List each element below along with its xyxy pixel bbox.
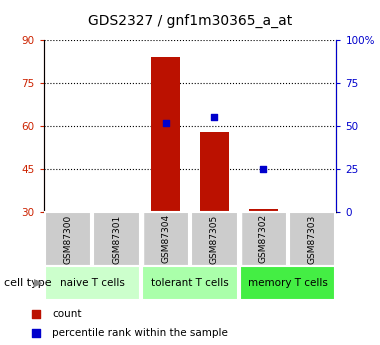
Text: tolerant T cells: tolerant T cells (151, 278, 229, 288)
Text: GSM87302: GSM87302 (259, 214, 268, 264)
Bar (240, 212, 287, 266)
Point (260, 166, 266, 172)
Point (211, 115, 217, 120)
Bar (142, 212, 189, 266)
Bar (151, 57, 180, 212)
Bar (142, 266, 238, 300)
Bar (288, 212, 335, 266)
Text: percentile rank within the sample: percentile rank within the sample (52, 328, 228, 338)
Text: GSM87304: GSM87304 (161, 214, 170, 264)
Text: ▶: ▶ (34, 278, 42, 288)
Bar (249, 209, 278, 212)
Text: count: count (52, 309, 82, 319)
Text: GSM87303: GSM87303 (307, 214, 317, 264)
Text: GSM87300: GSM87300 (63, 214, 73, 264)
Bar (93, 212, 140, 266)
Bar (240, 266, 335, 300)
Text: naive T cells: naive T cells (60, 278, 125, 288)
Bar (45, 212, 92, 266)
Bar (200, 132, 229, 212)
Text: GSM87301: GSM87301 (112, 214, 121, 264)
Text: cell type: cell type (4, 278, 51, 288)
Point (33, 311, 40, 317)
Text: GSM87305: GSM87305 (210, 214, 219, 264)
Point (33, 330, 40, 336)
Text: GDS2327 / gnf1m30365_a_at: GDS2327 / gnf1m30365_a_at (88, 14, 292, 28)
Bar (191, 212, 238, 266)
Text: memory T cells: memory T cells (248, 278, 328, 288)
Point (163, 120, 169, 126)
Bar (45, 266, 140, 300)
